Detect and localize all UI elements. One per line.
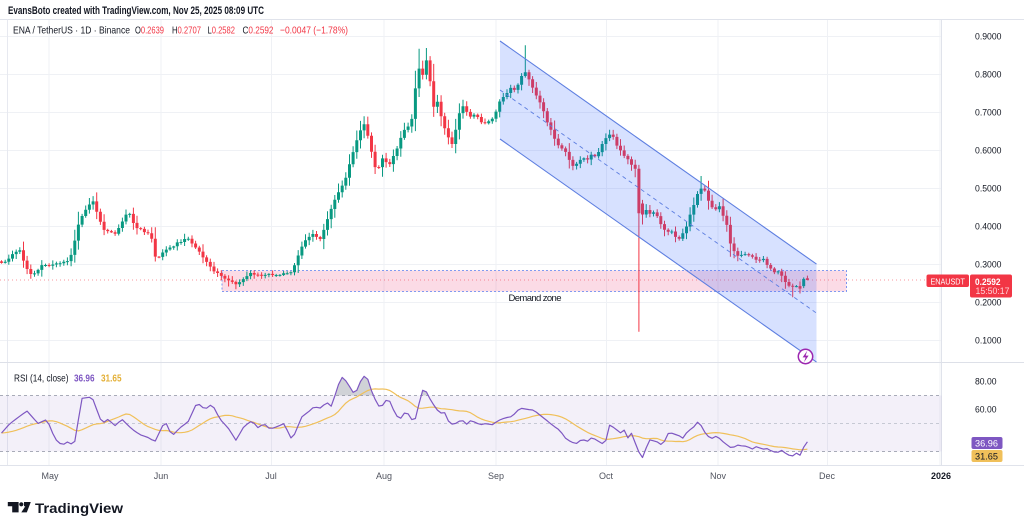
svg-text:60.00: 60.00 [975,405,997,415]
svg-text:Nov: Nov [710,471,727,481]
svg-text:O0.2639: O0.2639 [135,25,164,37]
svg-text:0.9000: 0.9000 [975,32,1002,42]
svg-text:0.7000: 0.7000 [975,108,1002,118]
svg-text:Aug: Aug [376,471,392,481]
svg-text:C0.2592: C0.2592 [243,25,274,37]
svg-text:31.65: 31.65 [975,452,998,462]
svg-text:0.2592: 0.2592 [975,277,1001,288]
svg-text:Oct: Oct [599,471,614,481]
svg-text:Demand zone: Demand zone [509,293,562,304]
svg-text:RSI (14, close): RSI (14, close) [14,374,69,385]
svg-text:ENAUSDT: ENAUSDT [930,277,965,286]
svg-text:0.3000: 0.3000 [975,260,1002,270]
svg-text:L0.2582: L0.2582 [208,25,236,37]
svg-text:ENA / TetherUS · 1D · Binance: ENA / TetherUS · 1D · Binance [13,25,130,37]
svg-text:0.8000: 0.8000 [975,70,1002,80]
svg-text:80.00: 80.00 [975,377,997,387]
svg-text:0.4000: 0.4000 [975,222,1002,232]
svg-text:H0.2707: H0.2707 [172,25,201,37]
svg-text:Jun: Jun [154,471,169,481]
svg-text:31.65: 31.65 [101,374,122,385]
svg-text:0.2000: 0.2000 [975,298,1002,308]
svg-text:0.6000: 0.6000 [975,146,1002,156]
svg-text:0.1000: 0.1000 [975,336,1002,346]
svg-text:Jul: Jul [265,471,277,481]
svg-text:Sep: Sep [488,471,504,481]
svg-text:EvansBoto created with Trading: EvansBoto created with TradingView.com, … [8,5,264,17]
svg-text:2026: 2026 [931,471,951,481]
svg-text:−0.0047 (−1.78%): −0.0047 (−1.78%) [280,25,348,37]
svg-text:0.5000: 0.5000 [975,184,1002,194]
svg-text:36.96: 36.96 [975,439,998,449]
svg-text:36.96: 36.96 [74,374,95,385]
svg-text:May: May [41,471,59,481]
svg-text:15:50:17: 15:50:17 [976,286,1010,296]
svg-text:TradingView: TradingView [35,501,124,516]
svg-text:Dec: Dec [819,471,836,481]
